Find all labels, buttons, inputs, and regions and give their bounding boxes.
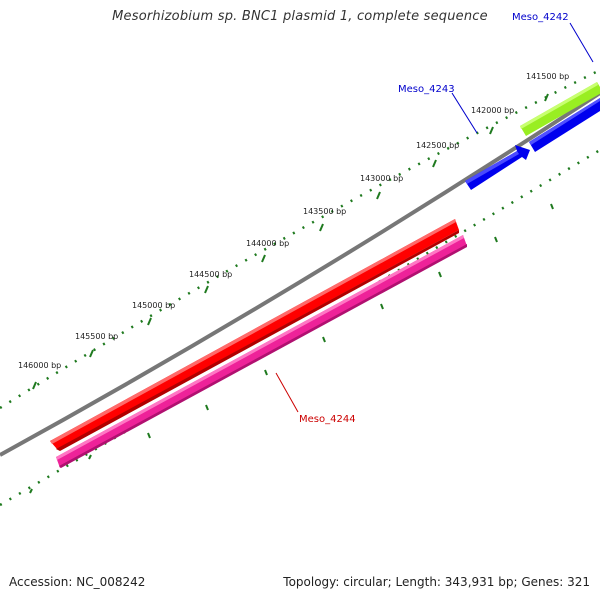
accession-text: Accession: NC_008242 [9, 575, 146, 589]
tick-label: 142500 bp [416, 141, 459, 150]
map-title: Mesorhizobium sp. BNC1 plasmid 1, comple… [112, 9, 488, 24]
tick-label: 145000 bp [132, 301, 175, 310]
gene-feature-meso-4243 [465, 145, 530, 190]
tick-label: 143000 bp [360, 174, 403, 183]
gene-label-meso-4244: Meso_4244 [299, 414, 356, 425]
tick-label: 141500 bp [526, 72, 569, 81]
outer-major-ticks [32, 93, 549, 390]
tick-label: 145500 bp [75, 332, 118, 341]
gene-label-meso-4243: Meso_4243 [398, 84, 455, 95]
topology-info-text: Topology: circular; Length: 343,931 bp; … [283, 575, 590, 589]
leader-line-meso-4242 [569, 22, 594, 63]
plasmid-backbone [0, 91, 600, 457]
tick-label: 142000 bp [471, 106, 514, 115]
tick-label: 143500 bp [303, 207, 346, 216]
tick-labels: 141500 bp 142000 bp 142500 bp 143000 bp … [18, 72, 569, 370]
leader-line-meso-4243 [451, 92, 478, 134]
gene-feature-green [520, 82, 600, 136]
tick-label: 146000 bp [18, 361, 61, 370]
outer-ruler-track [0, 68, 600, 410]
inner-major-ticks [29, 203, 554, 494]
tick-label: 144500 bp [189, 270, 232, 279]
tick-label: 144000 bp [246, 239, 289, 248]
leader-line-meso-4244 [275, 372, 299, 413]
gene-feature-pink [56, 235, 467, 468]
gene-label-meso-4242: Meso_4242 [512, 12, 569, 23]
